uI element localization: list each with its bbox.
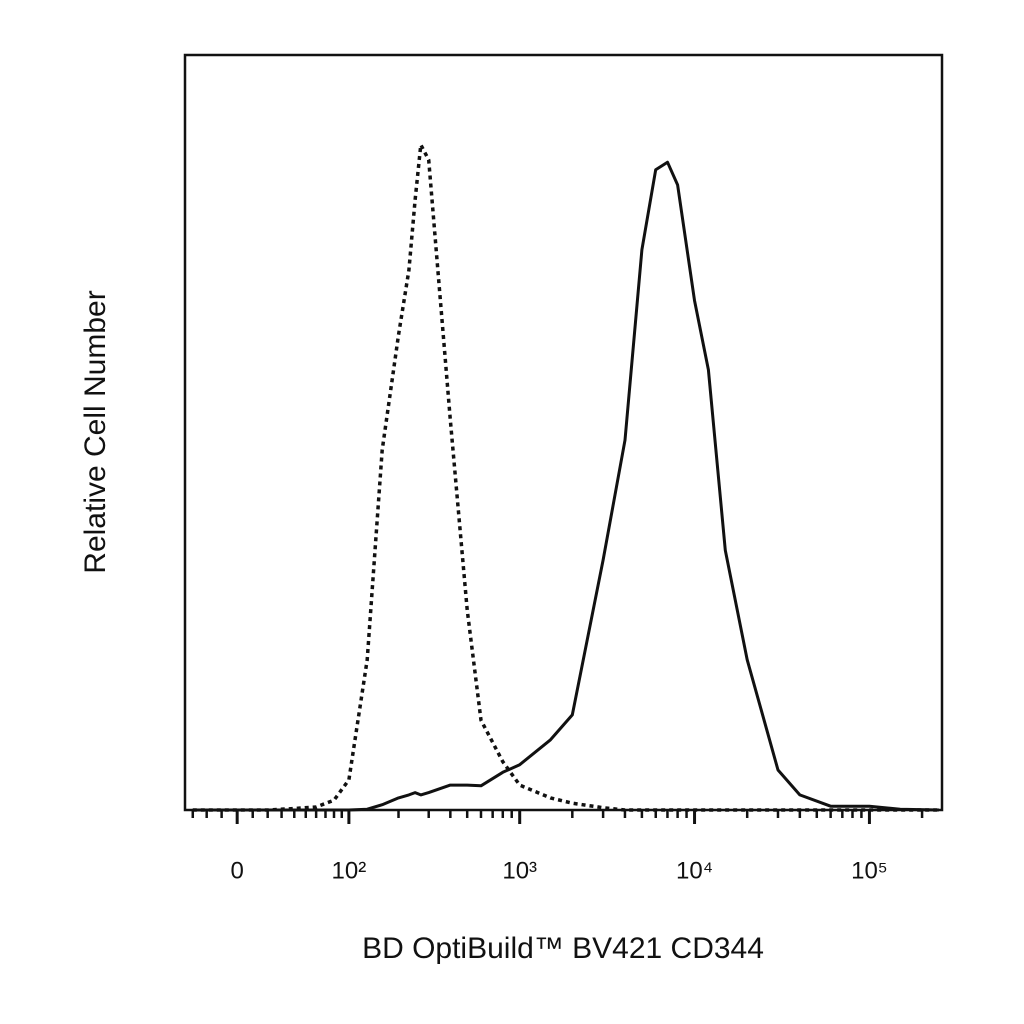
histogram-line <box>192 160 940 812</box>
x-tick-label: 10³ <box>502 857 537 884</box>
x-tick-label: 10⁵ <box>851 857 888 884</box>
x-tick-label: 0 <box>230 857 243 884</box>
x-tick-label: 10² <box>332 857 367 884</box>
x-tick-label: 10⁴ <box>676 857 713 884</box>
plot-frame <box>183 53 944 812</box>
histogram-line <box>192 143 939 812</box>
y-axis-title: Relative Cell Number <box>79 290 112 573</box>
x-axis-title: BD OptiBuild™ BV421 CD344 <box>362 932 764 965</box>
